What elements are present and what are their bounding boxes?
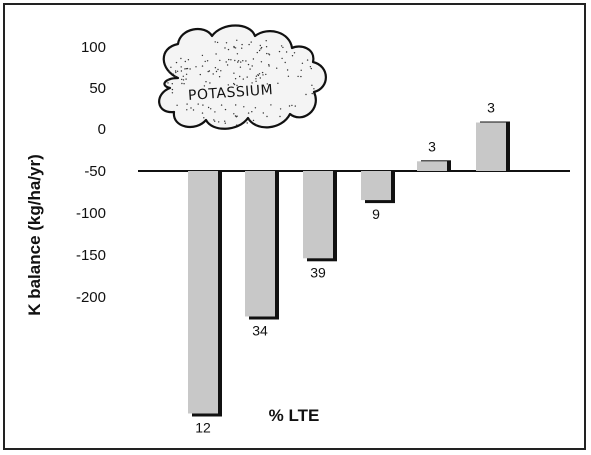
y-tick-label: 0 [98,121,106,138]
bar [417,161,447,171]
x-axis-title: % LTE [269,406,320,425]
y-tick-label: -50 [84,163,106,180]
bar [476,122,506,171]
y-axis-ticks: 100 50 0 -50 -100 -150 -200 [76,39,106,306]
bar-group: 39 [303,171,337,280]
y-tick-label: -150 [76,247,106,264]
cloud-label: POTASSIUM [188,82,274,104]
cloud-shape [158,24,327,130]
bar-group: 3 [417,138,451,172]
y-tick-label: -100 [76,205,106,222]
bar-group: 3 [476,100,510,172]
bars: 12 34 39 9 3 3 [188,100,510,436]
y-axis-title: K balance (kg/ha/yr) [25,154,44,316]
bar-data-label: 12 [195,420,211,436]
bar-data-label: 3 [428,138,436,154]
bar [303,171,333,259]
bar [361,171,391,201]
bar [245,171,275,317]
y-tick-label: 50 [89,80,106,97]
cloud-stipple [167,39,315,126]
y-tick-label: -200 [76,289,106,306]
bar-group: 9 [361,171,395,222]
y-tick-label: 100 [81,39,106,56]
bar-data-label: 9 [372,206,380,222]
bar-data-label: 3 [487,100,495,116]
bar-data-label: 34 [252,323,268,339]
bar-data-label: 39 [310,264,326,280]
bar-group: 34 [245,171,279,339]
potassium-cloud-illustration: POTASSIUM [158,24,327,130]
bar-group: 12 [188,171,222,436]
bar [188,171,218,414]
